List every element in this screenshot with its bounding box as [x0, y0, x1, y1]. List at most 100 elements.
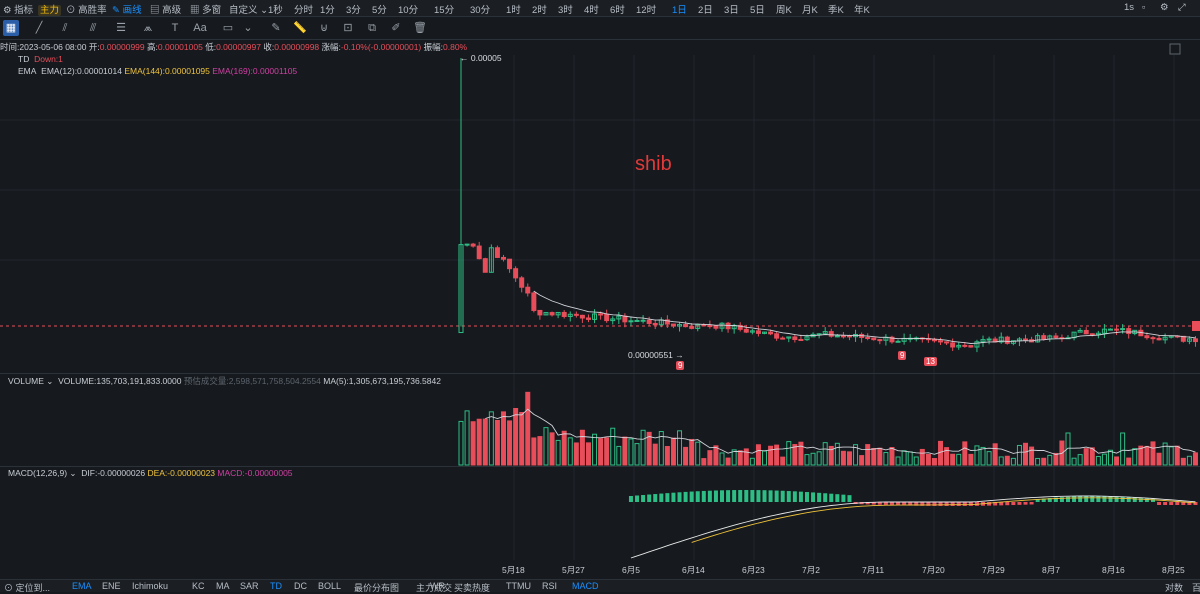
macd-bar	[1017, 502, 1022, 505]
ruler-icon[interactable]: 📏	[293, 22, 307, 34]
win-rate-button[interactable]: ⊙ 高胜率	[66, 5, 107, 16]
candle-body	[482, 258, 488, 273]
volume-bar	[537, 436, 543, 466]
magnet-icon[interactable]: ⊍	[319, 22, 329, 34]
indicator-0[interactable]: EMA	[72, 581, 92, 591]
trash-icon[interactable]: 🗑	[413, 22, 427, 34]
draw-lines-button[interactable]: ✎ 画线	[112, 5, 142, 16]
macd-bar	[792, 491, 797, 502]
interval-12[interactable]: 6时	[610, 5, 625, 16]
macd-bar	[1132, 497, 1137, 502]
text-tool-icon[interactable]: T	[171, 22, 179, 34]
indicator-9[interactable]: 最价分布图	[354, 583, 400, 593]
horizontal-lines-icon[interactable]: ☰	[116, 22, 126, 34]
candle-body	[507, 258, 513, 270]
sub-indicator-0[interactable]: WR	[430, 581, 445, 591]
interval-1[interactable]: 分时	[294, 5, 314, 16]
candle-body	[980, 339, 986, 343]
volume-bar	[1101, 453, 1107, 466]
interval-8[interactable]: 1时	[506, 5, 521, 16]
macd-bar	[956, 502, 961, 506]
volume-bar	[731, 449, 737, 466]
volume-bar	[822, 442, 828, 466]
ema-label[interactable]: EMA	[18, 66, 37, 76]
sub-indicator-1[interactable]: 买卖热度	[454, 583, 491, 593]
indicator-7[interactable]: DC	[294, 581, 307, 591]
sub-indicator-2[interactable]: TTMU	[506, 581, 531, 591]
main-badge[interactable]: 主力	[38, 5, 62, 16]
interval-19[interactable]: 月K	[802, 5, 818, 16]
volume-bar	[907, 451, 913, 466]
macd-bar	[786, 491, 791, 502]
fullscreen-icon[interactable]: ⤢	[1178, 2, 1186, 13]
macd-bar	[987, 502, 992, 506]
interval-13[interactable]: 12时	[636, 5, 657, 16]
edit-icon[interactable]: ✐	[391, 22, 401, 34]
locate-button[interactable]: ⊙ 定位到...	[4, 583, 51, 593]
pattern-icon[interactable]: ⩕	[143, 22, 153, 34]
candle-body	[737, 324, 743, 330]
sub-indicator-3[interactable]: RSI	[542, 581, 558, 591]
brush-icon[interactable]: ✎	[271, 22, 281, 34]
interval-7[interactable]: 30分	[470, 5, 491, 16]
indicator-3[interactable]: KC	[192, 581, 205, 591]
font-icon[interactable]: Aa	[193, 22, 207, 34]
percent-toggle[interactable]: 百	[1192, 583, 1200, 593]
lock-icon[interactable]: ⊡	[343, 22, 353, 34]
multi-window-button[interactable]: ▦ 多窗	[190, 5, 222, 16]
parallel-line-icon[interactable]: ⫽	[62, 22, 68, 34]
interval-3[interactable]: 3分	[346, 5, 361, 16]
chevron-down-icon[interactable]: ⌄	[243, 22, 253, 34]
indicator-1[interactable]: ENE	[102, 581, 121, 591]
advanced-button[interactable]: ▤ 高级	[150, 5, 182, 16]
interval-6[interactable]: 15分	[434, 5, 455, 16]
interval-20[interactable]: 季K	[828, 5, 844, 16]
volume-bar	[1132, 448, 1138, 466]
indicator-4[interactable]: MA	[216, 581, 230, 591]
log-scale-toggle[interactable]: 对数	[1165, 583, 1184, 593]
interval-15[interactable]: 2日	[698, 5, 713, 16]
right-interval[interactable]: 1s	[1124, 2, 1135, 13]
interval-2[interactable]: 1分	[320, 5, 335, 16]
interval-9[interactable]: 2时	[532, 5, 547, 16]
indicator-menu[interactable]: ⚙ 指标	[3, 5, 34, 16]
macd-bar	[1193, 502, 1198, 505]
candle-body	[549, 312, 555, 316]
macd-label[interactable]: MACD(12,26,9)	[8, 468, 68, 478]
indicator-6[interactable]: TD	[270, 581, 282, 591]
volume-bar	[901, 450, 907, 466]
ohlc-info-bar: 时间:2023-05-06 08:00 开:0.00000999 高:0.000…	[0, 41, 467, 53]
line-icon[interactable]: ╱	[35, 22, 43, 34]
macd-bar	[908, 502, 913, 506]
rectangle-icon[interactable]: ▭	[222, 22, 234, 34]
x-axis-label: 5月18	[502, 565, 525, 575]
indicator-2[interactable]: Ichimoku	[132, 581, 169, 591]
camera-icon[interactable]: ▫	[1142, 2, 1146, 13]
td-label[interactable]: TD	[18, 54, 30, 64]
interval-21[interactable]: 年K	[854, 5, 870, 16]
interval-14[interactable]: 1日	[672, 5, 687, 16]
amp-value: 0.80%	[443, 42, 468, 52]
custom-dropdown[interactable]: 自定义 ⌄	[229, 5, 269, 16]
interval-10[interactable]: 3时	[558, 5, 573, 16]
interval-16[interactable]: 3日	[724, 5, 739, 16]
macd-bar	[1102, 496, 1107, 502]
indicator-8[interactable]: BOLL	[318, 581, 342, 591]
indicator-10[interactable]: 主力成交	[416, 583, 453, 593]
volume-bar	[567, 437, 573, 466]
volume-label[interactable]: VOLUME	[8, 376, 44, 386]
interval-0[interactable]: 1秒	[268, 5, 283, 16]
indicator-5[interactable]: SAR	[240, 581, 259, 591]
interval-5[interactable]: 10分	[398, 5, 419, 16]
interval-17[interactable]: 5日	[750, 5, 765, 16]
grid-icon[interactable]: ▦	[3, 20, 19, 36]
sub-indicator-4[interactable]: MACD	[572, 581, 599, 591]
channel-icon[interactable]: ⫻	[89, 22, 97, 34]
settings-icon[interactable]: ⚙	[1160, 2, 1169, 13]
interval-11[interactable]: 4时	[584, 5, 599, 16]
candle-body	[592, 313, 598, 320]
interval-18[interactable]: 周K	[776, 5, 792, 16]
copy-icon[interactable]: ⧉	[368, 22, 376, 34]
interval-4[interactable]: 5分	[372, 5, 387, 16]
